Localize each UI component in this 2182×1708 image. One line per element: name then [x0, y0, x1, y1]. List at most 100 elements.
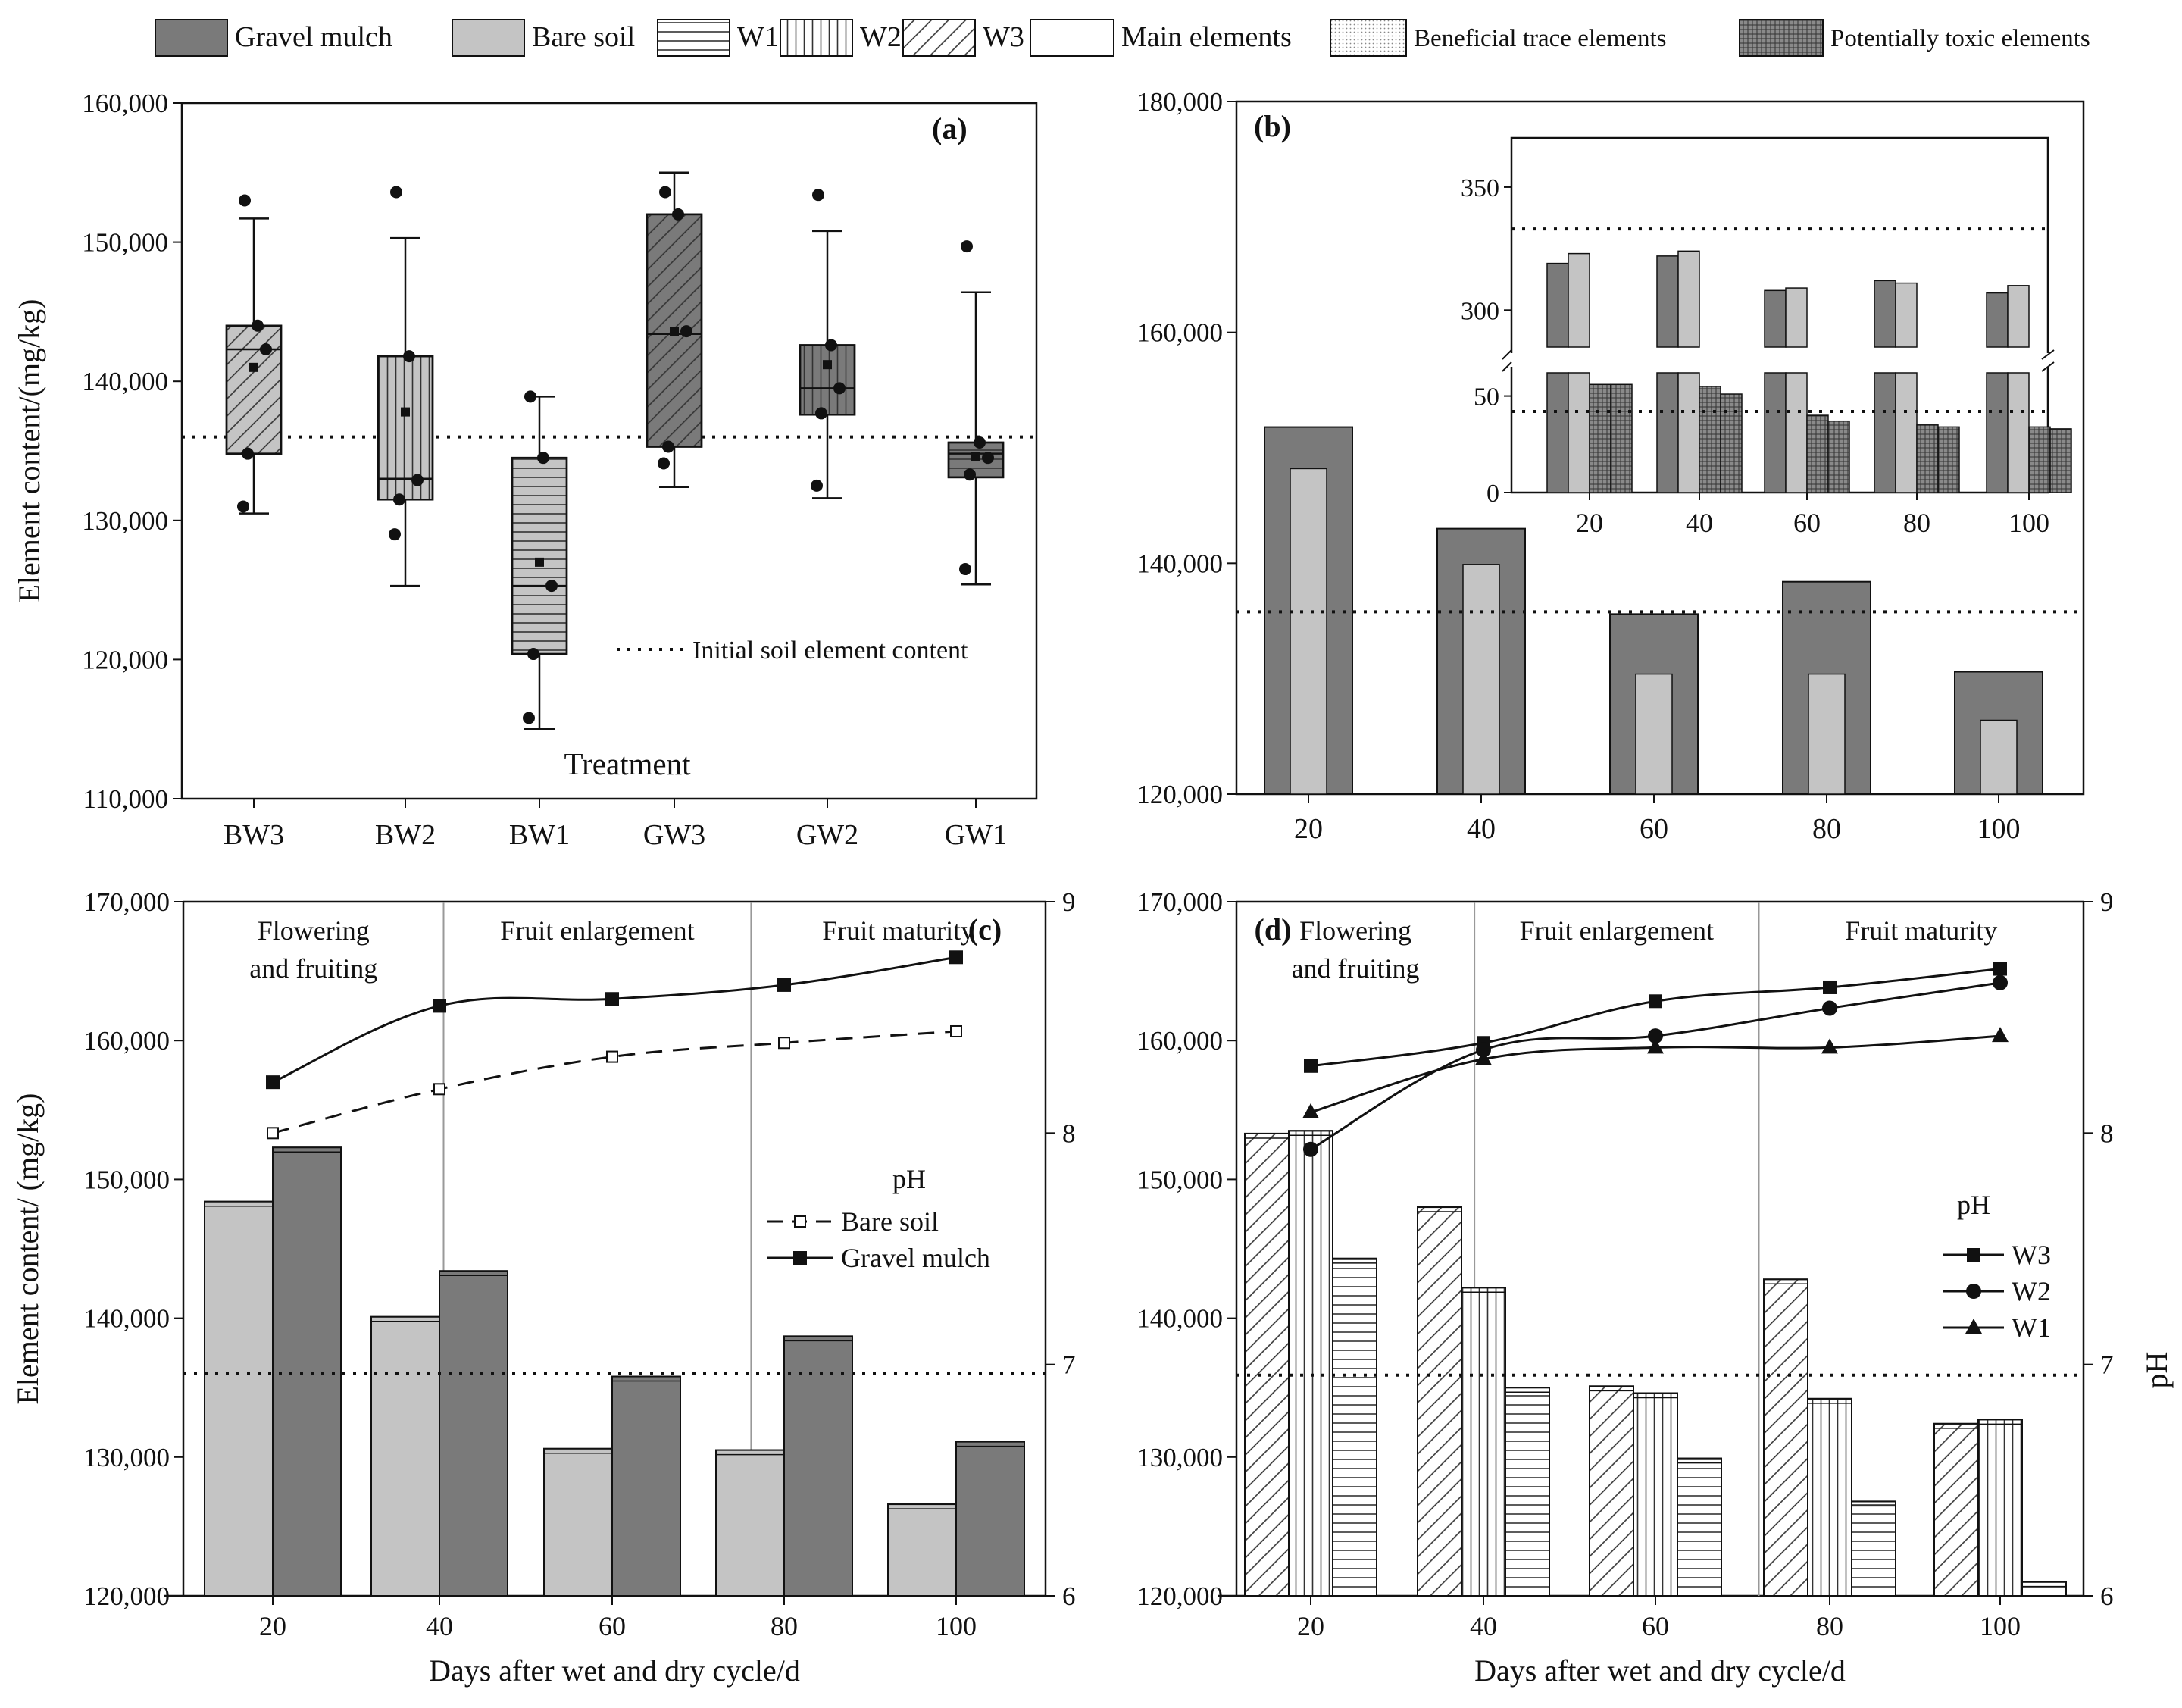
inset-bar-beneficial-bare	[1568, 252, 1590, 348]
ytick-label: 150,000	[1136, 1165, 1223, 1194]
ph-legend-label: W1	[2012, 1312, 2051, 1343]
box-point-BW2	[389, 528, 401, 541]
ytick-label: 160,000	[83, 1026, 170, 1056]
panel-c-bar-line-chart: 120,000 130,000 140,000 150,000 160,000 170,0…	[11, 887, 1076, 1688]
box-point-GW1	[964, 468, 976, 481]
stage-label: Fruit enlargement	[1520, 915, 1714, 946]
box-point-BW3	[242, 447, 254, 460]
legend-swatch-beneficial	[1330, 19, 1407, 57]
box-point-GW3	[662, 440, 674, 453]
panel-b-xtick-label: 60	[1640, 813, 1668, 845]
ytick-label: 160,000	[1136, 1026, 1223, 1056]
box-point-BW3	[239, 194, 251, 207]
bar-bare-soil	[370, 1315, 440, 1597]
inset-xtick-label: 20	[1576, 508, 1603, 538]
bar-w2	[1807, 1397, 1852, 1597]
stage-label: Fruit enlargement	[500, 915, 694, 946]
inset-ytick-label: 350	[1461, 174, 1499, 202]
inset-bar-beneficial-bare-lower	[1785, 372, 1808, 493]
inset-bar-beneficial-gravel-lower	[1546, 372, 1569, 493]
inset-bar-beneficial-gravel-lower	[1656, 372, 1679, 493]
bar-bare-soil	[887, 1503, 957, 1597]
panel-a-ytick-label: 110,000	[83, 784, 168, 814]
inset-bar-beneficial-gravel	[1764, 289, 1787, 348]
xtick-label: 40	[1470, 1611, 1497, 1641]
inset-xtick-label: 100	[2009, 508, 2049, 538]
ph-marker-w3	[1304, 1059, 1318, 1073]
legend-label-beneficial: Beneficial trace elements	[1414, 25, 1666, 52]
legend-swatch-gravel	[155, 19, 228, 57]
panel-a-ytick-label: 150,000	[82, 228, 168, 258]
bar-bare-soil	[1980, 719, 2018, 795]
bar-w2	[1633, 1392, 1678, 1597]
bar-w1	[1851, 1500, 1896, 1597]
inset-bar-beneficial-bare-lower	[1895, 372, 1918, 493]
ytick-label: 150,000	[83, 1165, 170, 1194]
bar-gravel-mulch	[272, 1146, 342, 1597]
bar-w2	[1288, 1130, 1333, 1597]
bar-w1	[1677, 1457, 1722, 1597]
legend-swatch-toxic	[1739, 19, 1824, 57]
inset-xtick-label: 40	[1686, 508, 1713, 538]
box-point-GW2	[812, 189, 824, 202]
figure-legend: Gravel mulch Bare soil W1 W2 W3 Main elements…	[155, 19, 2090, 57]
bar-w3	[1244, 1132, 1290, 1597]
bar-gravel-mulch	[439, 1270, 508, 1597]
y2tick-label: 8	[2100, 1118, 2114, 1148]
ph-marker-w3	[1993, 962, 2007, 976]
panel-a-ytick-label: 130,000	[82, 506, 168, 536]
panel-a-ylabel: Element content/(mg/kg)	[12, 299, 46, 603]
inset-bar-toxic-gravel	[1916, 424, 1939, 493]
panel-a-xtick-label: GW1	[945, 819, 1007, 851]
box-point-BW1	[524, 390, 536, 403]
ph-legend-title: pH	[1957, 1190, 1990, 1220]
stage-label: Flowering	[258, 915, 370, 946]
panel-b-xtick-label: 40	[1467, 813, 1496, 845]
box-mean-BW1	[535, 557, 544, 567]
stage-label: and fruiting	[1292, 953, 1420, 984]
box-point-BW3	[237, 500, 249, 513]
xtick-label: 60	[599, 1611, 626, 1641]
ph-line-bare-soil	[272, 1030, 957, 1134]
legend-swatch-main	[1030, 19, 1114, 57]
box-point-GW3	[658, 457, 670, 470]
box-point-GW1	[974, 436, 986, 449]
inset-ytick-label: 50	[1474, 383, 1499, 411]
inset-bar-toxic-bare	[1937, 426, 1960, 493]
panel-a-tag: (a)	[932, 111, 968, 145]
ph-marker-gravel-mulch	[605, 992, 619, 1006]
xtick-label: 80	[771, 1611, 798, 1641]
box-mean-GW2	[823, 360, 832, 370]
inset-bar-toxic-gravel	[2028, 426, 2051, 493]
bar-w1	[2021, 1581, 2067, 1597]
box-pattern-BW3	[225, 324, 283, 455]
box-point-BW2	[390, 186, 402, 199]
bar-w1	[1332, 1257, 1377, 1597]
panel-b-ytick-label: 120,000	[1136, 780, 1223, 809]
ytick-label: 130,000	[83, 1443, 170, 1472]
panel-a-xtick-label: GW3	[643, 819, 705, 851]
ph-marker-w1	[1647, 1038, 1664, 1054]
panel-d-bar-line-chart: 120,000 130,000 140,000 150,000 160,000 170,0…	[1136, 887, 2174, 1688]
ph-marker-w3	[1649, 994, 1662, 1009]
inset-bar-beneficial-bare-lower	[1568, 372, 1590, 493]
ph-legend-label: W3	[2012, 1240, 2051, 1270]
y2tick-label: 9	[2100, 887, 2114, 917]
panel-b-xtick-label: 20	[1294, 813, 1323, 845]
ytick-label: 120,000	[1136, 1581, 1223, 1611]
inset-bar-toxic-gravel	[1589, 383, 1611, 493]
bar-bare-soil	[543, 1447, 613, 1597]
bar-gravel-mulch	[611, 1375, 681, 1597]
bar-bare-soil	[1290, 468, 1327, 795]
ytick-label: 170,000	[83, 887, 170, 917]
box-point-BW1	[527, 648, 539, 661]
legend-swatch-w2	[780, 19, 853, 57]
panel-a-xlabel: Treatment	[564, 746, 691, 781]
panel-b-ytick-label: 160,000	[1136, 318, 1223, 348]
ph-marker-w1	[1821, 1038, 1838, 1054]
legend-label-gravel: Gravel mulch	[235, 21, 392, 53]
box-point-BW3	[260, 343, 272, 355]
ph-marker-w1	[1992, 1027, 2009, 1043]
ph-marker-w2	[1303, 1141, 1318, 1157]
ph-legend-marker	[1967, 1248, 1980, 1262]
